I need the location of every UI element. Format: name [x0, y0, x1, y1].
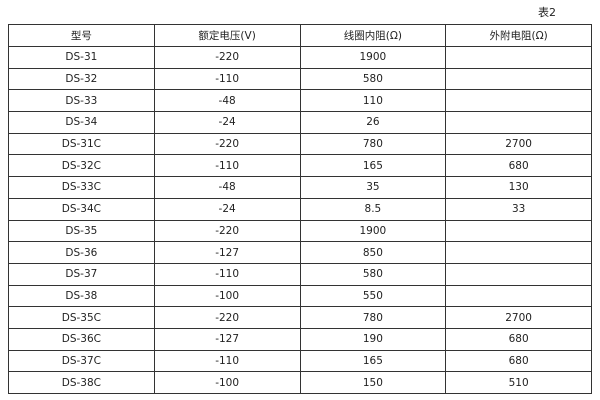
table-caption: 表2	[538, 6, 556, 19]
cell-coil-resistance: 150	[299, 371, 447, 394]
cell-rated-voltage: -110	[153, 67, 301, 91]
cell-model: DS-35	[8, 219, 155, 243]
cell-coil-resistance: 550	[299, 284, 447, 308]
table-row: DS-31C -220 780 2700	[8, 132, 592, 156]
cell-external-resistance: 680	[445, 154, 592, 178]
table-row: DS-33 -48 110	[8, 89, 592, 113]
cell-external-resistance	[445, 262, 592, 286]
cell-rated-voltage: -220	[153, 46, 301, 69]
header-external-resistance: 外附电阻(Ω)	[445, 24, 592, 47]
relay-spec-table: 型号 额定电压(V) 线圈内阻(Ω) 外附电阻(Ω) DS-31 -220 1900…	[8, 24, 592, 394]
table-row: DS-37C -110 165 680	[8, 349, 592, 373]
cell-coil-resistance: 190	[299, 327, 447, 351]
cell-model: DS-38	[8, 284, 155, 308]
table-row: DS-35C -220 780 2700	[8, 306, 592, 329]
cell-rated-voltage: -220	[153, 306, 301, 329]
cell-coil-resistance: 35	[299, 176, 447, 199]
table-row: DS-36 -127 850	[8, 241, 592, 264]
table-row: DS-37 -110 580	[8, 262, 592, 286]
cell-coil-resistance: 580	[299, 262, 447, 286]
cell-model: DS-37C	[8, 349, 155, 373]
cell-external-resistance	[445, 46, 592, 69]
cell-coil-resistance: 580	[299, 67, 447, 91]
cell-external-resistance	[445, 219, 592, 243]
cell-model: DS-35C	[8, 306, 155, 329]
header-rated-voltage: 额定电压(V)	[153, 24, 301, 47]
cell-coil-resistance: 110	[299, 89, 447, 113]
cell-rated-voltage: -110	[153, 262, 301, 286]
cell-rated-voltage: -220	[153, 219, 301, 243]
table-row: DS-34C -24 8.5 33	[8, 197, 592, 221]
table-header-row: 型号 额定电压(V) 线圈内阻(Ω) 外附电阻(Ω)	[8, 24, 592, 47]
cell-model: DS-31	[8, 46, 155, 69]
table-row: DS-36C -127 190 680	[8, 327, 592, 351]
cell-rated-voltage: -127	[153, 241, 301, 264]
cell-model: DS-31C	[8, 132, 155, 156]
cell-external-resistance	[445, 241, 592, 264]
cell-external-resistance: 2700	[445, 306, 592, 329]
cell-model: DS-33	[8, 89, 155, 113]
header-model: 型号	[8, 24, 155, 47]
cell-rated-voltage: -127	[153, 327, 301, 351]
cell-rated-voltage: -48	[153, 176, 301, 199]
cell-model: DS-32C	[8, 154, 155, 178]
cell-rated-voltage: -100	[153, 371, 301, 394]
table-row: DS-34 -24 26	[8, 111, 592, 134]
cell-coil-resistance: 1900	[299, 46, 447, 69]
cell-rated-voltage: -220	[153, 132, 301, 156]
cell-external-resistance: 680	[445, 349, 592, 373]
cell-rated-voltage: -24	[153, 111, 301, 134]
cell-rated-voltage: -100	[153, 284, 301, 308]
table-row: DS-38 -100 550	[8, 284, 592, 308]
cell-model: DS-34	[8, 111, 155, 134]
cell-rated-voltage: -110	[153, 349, 301, 373]
cell-coil-resistance: 8.5	[299, 197, 447, 221]
cell-external-resistance	[445, 89, 592, 113]
table-row: DS-33C -48 35 130	[8, 176, 592, 199]
cell-external-resistance: 33	[445, 197, 592, 221]
cell-model: DS-38C	[8, 371, 155, 394]
cell-model: DS-37	[8, 262, 155, 286]
cell-model: DS-36	[8, 241, 155, 264]
cell-coil-resistance: 780	[299, 306, 447, 329]
cell-external-resistance: 130	[445, 176, 592, 199]
cell-external-resistance: 680	[445, 327, 592, 351]
cell-external-resistance	[445, 284, 592, 308]
table-row: DS-32C -110 165 680	[8, 154, 592, 178]
table-row: DS-31 -220 1900	[8, 46, 592, 69]
cell-coil-resistance: 165	[299, 154, 447, 178]
cell-external-resistance: 510	[445, 371, 592, 394]
cell-coil-resistance: 850	[299, 241, 447, 264]
cell-external-resistance	[445, 67, 592, 91]
table-row: DS-32 -110 580	[8, 67, 592, 91]
cell-rated-voltage: -24	[153, 197, 301, 221]
cell-external-resistance: 2700	[445, 132, 592, 156]
cell-coil-resistance: 780	[299, 132, 447, 156]
cell-rated-voltage: -110	[153, 154, 301, 178]
cell-model: DS-34C	[8, 197, 155, 221]
cell-model: DS-33C	[8, 176, 155, 199]
cell-coil-resistance: 1900	[299, 219, 447, 243]
cell-external-resistance	[445, 111, 592, 134]
cell-rated-voltage: -48	[153, 89, 301, 113]
header-coil-resistance: 线圈内阻(Ω)	[299, 24, 447, 47]
cell-coil-resistance: 165	[299, 349, 447, 373]
cell-model: DS-32	[8, 67, 155, 91]
cell-model: DS-36C	[8, 327, 155, 351]
table-row: DS-38C -100 150 510	[8, 371, 592, 394]
cell-coil-resistance: 26	[299, 111, 447, 134]
table-row: DS-35 -220 1900	[8, 219, 592, 243]
